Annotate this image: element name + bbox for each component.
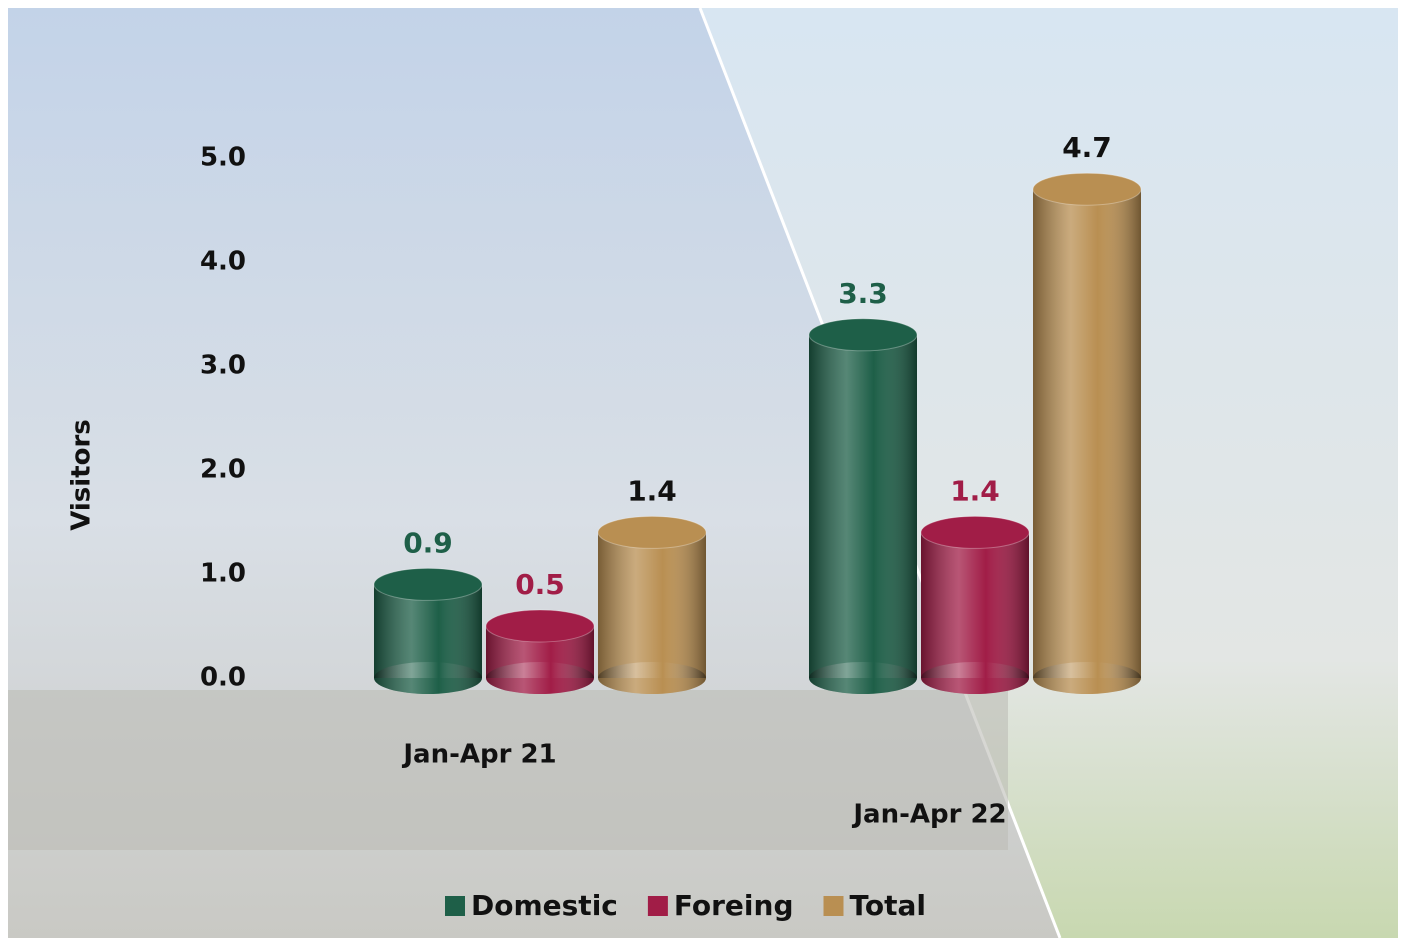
y-tick-label: 4.0 xyxy=(200,247,246,277)
bar-cap xyxy=(373,567,483,601)
value-label: 1.4 xyxy=(627,474,677,507)
y-axis-label: Visitors xyxy=(67,419,97,531)
y-tick-label: 1.0 xyxy=(200,559,246,589)
legend-swatch xyxy=(823,896,844,916)
value-label: 4.7 xyxy=(1062,131,1112,164)
legend-label: Domestic xyxy=(471,889,618,922)
bar-shade xyxy=(598,532,706,678)
bar-shade xyxy=(809,334,917,678)
y-tick-label: 3.0 xyxy=(200,351,246,381)
legend-swatch xyxy=(647,896,668,916)
bar-cap xyxy=(808,318,918,352)
bar-shade-base xyxy=(374,662,482,694)
bar-cap xyxy=(597,515,707,549)
y-tick-label: 5.0 xyxy=(200,143,246,173)
bar-shade-base xyxy=(598,662,706,694)
legend-swatch xyxy=(445,896,465,916)
value-label: 1.4 xyxy=(950,474,1000,507)
bar-cap xyxy=(485,609,595,643)
value-label: 0.5 xyxy=(515,568,565,601)
value-label: 3.3 xyxy=(838,277,888,310)
bar-shade-base xyxy=(921,662,1029,694)
ground xyxy=(8,690,1008,850)
x-tick-label: Jan-Apr 21 xyxy=(401,740,556,770)
bar-shade xyxy=(1033,189,1141,678)
x-tick-label: Jan-Apr 22 xyxy=(851,800,1006,830)
legend-label: Total xyxy=(850,889,927,922)
bar-cap xyxy=(1032,172,1142,206)
bar-cap xyxy=(920,515,1030,549)
value-label: 0.9 xyxy=(403,526,453,559)
legend-label: Foreing xyxy=(674,889,794,922)
y-tick-label: 0.0 xyxy=(200,663,246,693)
bar-shade xyxy=(921,532,1029,678)
bar-shade-base xyxy=(809,662,917,694)
y-tick-label: 2.0 xyxy=(200,455,246,485)
bar-shade-base xyxy=(486,662,594,694)
bar-shade-base xyxy=(1033,662,1141,694)
